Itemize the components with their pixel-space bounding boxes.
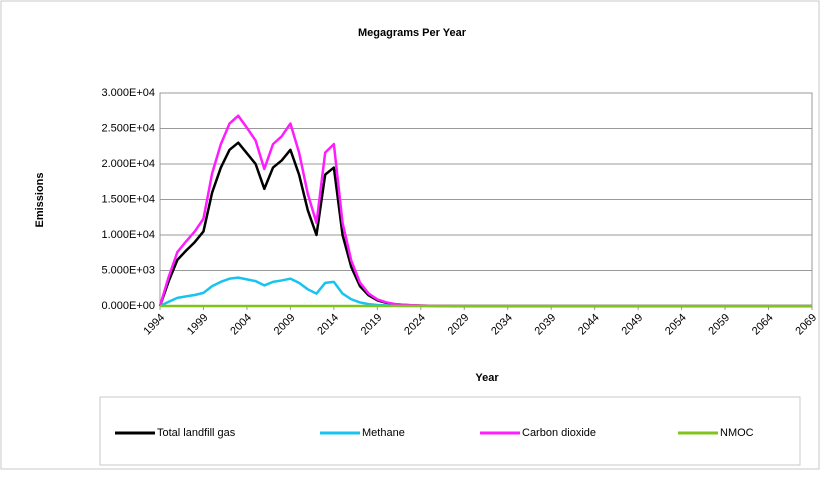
y-tick-label: 2.500E+04	[101, 122, 155, 134]
legend-label: Total landfill gas	[157, 427, 236, 439]
x-axis-label: Year	[475, 372, 499, 384]
y-tick-label: 5.000E+03	[101, 264, 155, 276]
y-axis-label: Emissions	[34, 172, 46, 227]
legend	[99, 396, 801, 466]
y-tick-label: 1.000E+04	[101, 229, 155, 241]
legend-label: Carbon dioxide	[522, 427, 596, 439]
y-tick-label: 1.500E+04	[101, 193, 155, 205]
legend-label: NMOC	[720, 427, 754, 439]
y-tick-label: 3.000E+04	[101, 87, 155, 99]
y-tick-label: 0.000E+00	[101, 300, 155, 312]
y-tick-label: 2.000E+04	[101, 158, 155, 170]
legend-label: Methane	[362, 427, 405, 439]
chart-title: Megagrams Per Year	[358, 27, 467, 39]
